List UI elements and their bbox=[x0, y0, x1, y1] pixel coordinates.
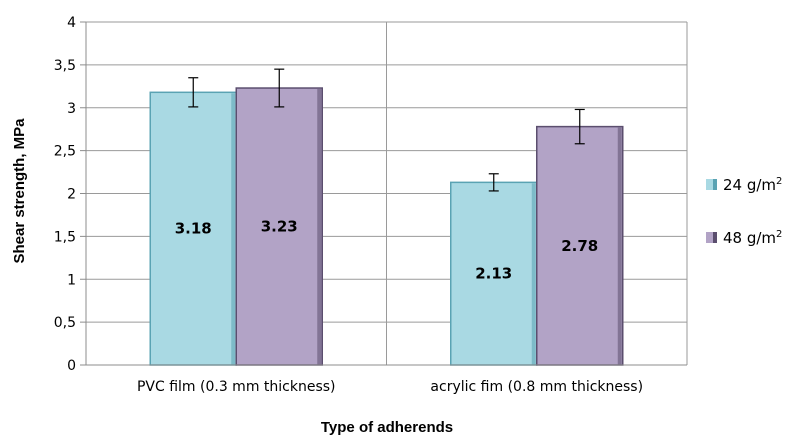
bar-shading bbox=[531, 183, 536, 365]
data-label: 2.78 bbox=[561, 237, 598, 255]
legend-swatch-fill bbox=[706, 179, 713, 190]
y-tick-label: 0 bbox=[67, 358, 76, 374]
bar-shading bbox=[317, 89, 322, 365]
y-axis-ticks: 0 0,5 1 1,5 2 2,5 3 3,5 4 bbox=[54, 15, 76, 374]
data-label: 3.18 bbox=[175, 220, 212, 238]
error-bars bbox=[188, 68, 585, 192]
axes bbox=[80, 21, 687, 366]
y-tick-label: 1 bbox=[67, 272, 76, 288]
y-tick-label: 4 bbox=[67, 15, 76, 31]
y-tick-label: 3,5 bbox=[54, 58, 76, 74]
legend-swatch-fill bbox=[706, 232, 713, 243]
data-labels: 3.18 3.23 2.13 2.78 bbox=[175, 218, 599, 283]
data-label: 3.23 bbox=[261, 218, 298, 236]
bar bbox=[536, 125, 624, 366]
y-axis-title: Shear strength, MPa bbox=[11, 118, 28, 264]
bar-shading bbox=[231, 93, 236, 365]
y-tick-label: 2,5 bbox=[54, 144, 76, 160]
bar-shading bbox=[617, 127, 622, 366]
legend-label: 48 g/m2 bbox=[723, 229, 782, 247]
bar bbox=[235, 87, 323, 366]
y-tick-label: 2 bbox=[67, 187, 76, 203]
legend-label: 24 g/m2 bbox=[723, 176, 782, 194]
x-category-label: PVC film (0.3 mm thickness) bbox=[137, 379, 336, 395]
x-category-label: acrylic fim (0.8 mm thickness) bbox=[430, 379, 643, 395]
y-tick-label: 1,5 bbox=[54, 229, 76, 245]
x-axis-title: Type of adherends bbox=[321, 419, 453, 436]
y-tick-label: 3 bbox=[67, 101, 76, 117]
x-axis-categories: PVC film (0.3 mm thickness) acrylic fim (… bbox=[137, 379, 643, 395]
bars bbox=[149, 87, 624, 366]
legend: 24 g/m2 48 g/m2 bbox=[706, 176, 782, 247]
y-tick-label: 0,5 bbox=[54, 315, 76, 331]
data-label: 2.13 bbox=[475, 265, 512, 283]
